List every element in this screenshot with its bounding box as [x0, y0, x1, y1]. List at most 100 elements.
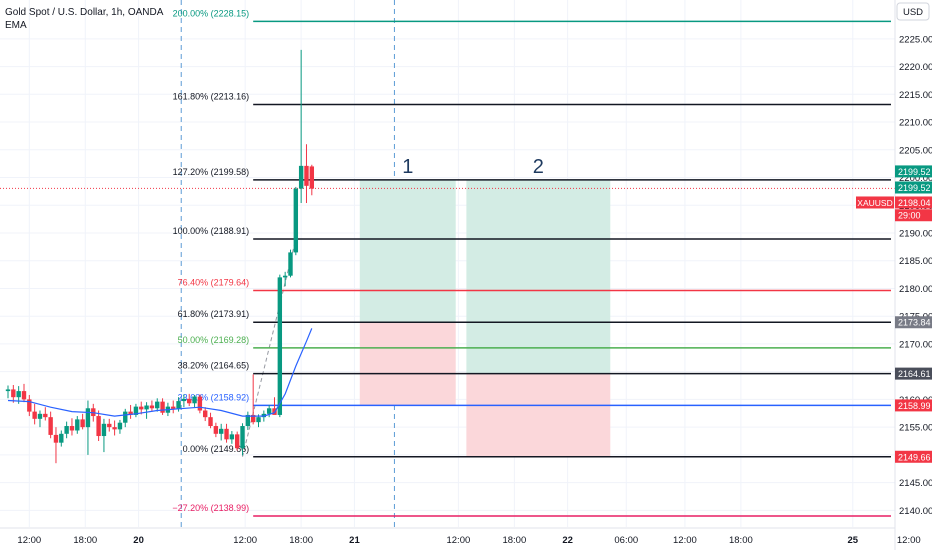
time-tick-label: 12:00	[446, 535, 470, 546]
price-tag-text: 2164.61	[898, 369, 931, 379]
price-tag-bg	[895, 209, 932, 222]
candle-body	[282, 275, 288, 278]
candle-body	[144, 405, 149, 410]
time-tick-label: 22	[562, 535, 573, 546]
price-tick-label: 2215.00	[899, 90, 932, 101]
candle-body	[80, 419, 85, 428]
price-tag-bg	[895, 181, 932, 194]
candle-body	[192, 396, 197, 404]
candle-body	[176, 401, 181, 409]
candle-body	[293, 188, 299, 253]
price-tick-label: 2220.00	[899, 62, 932, 73]
candle-body	[48, 417, 53, 435]
candle-body	[69, 426, 75, 431]
time-tick-label: 18:00	[502, 535, 526, 546]
price-tick-label: 2185.00	[899, 256, 932, 267]
candle-body	[277, 277, 283, 415]
fib-label: 0.00% (2149.66)	[183, 444, 250, 454]
candle-body	[64, 426, 69, 434]
time-tick-label: 18:00	[729, 535, 753, 546]
price-tag-text: 2158.99	[898, 401, 931, 411]
candle-body	[85, 408, 91, 428]
candle-body	[160, 401, 165, 413]
time-tick-label: 18:00	[73, 535, 97, 546]
time-tick-label: 12:00	[897, 535, 921, 546]
candle-body	[43, 413, 48, 418]
candle-body	[197, 396, 203, 411]
position-label-2: 2	[533, 156, 544, 178]
chart-legend: Gold Spot / U.S. Dollar, 1h, OANDA EMA	[5, 6, 163, 32]
fib-label: 38.20% (2164.65)	[178, 361, 250, 371]
time-tick-label: 12:00	[233, 535, 257, 546]
price-tick-label: 2140.00	[899, 506, 932, 517]
fib-label: 61.80% (2173.91)	[178, 309, 250, 319]
price-tag-bg	[895, 316, 932, 329]
price-tick-label: 2190.00	[899, 228, 932, 239]
candle-body	[117, 422, 123, 430]
fib-label: 50.00% (2169.28)	[178, 335, 250, 345]
candle-body	[219, 428, 224, 434]
profit-zone-1	[359, 179, 456, 323]
candle-body	[304, 165, 309, 186]
currency-button[interactable]: USD	[896, 2, 930, 21]
currency-button-label: USD	[903, 7, 923, 18]
time-tick-label: 12:00	[17, 535, 41, 546]
candle-body	[128, 411, 133, 415]
time-axis[interactable]: 12:00 18:00 20 12:00 18:00 21 12:00 18:00 22 06:0…	[0, 527, 932, 546]
ema-path	[7, 328, 313, 417]
fib-label: 76.40% (2179.64)	[178, 277, 250, 287]
candle-body	[21, 391, 27, 400]
symbol-title[interactable]: Gold Spot / U.S. Dollar, 1h, OANDA	[5, 7, 164, 18]
price-tick-label: 2155.00	[899, 423, 932, 434]
price-axis-bg	[895, 0, 932, 550]
candle-body	[250, 414, 256, 423]
candle-body	[59, 433, 64, 443]
price-tag-bg	[895, 165, 932, 178]
time-tick-label: 25	[848, 535, 859, 546]
price-axis[interactable]: 2140.002145.002150.002155.002160.002165.…	[894, 0, 932, 550]
price-tick-label: 2225.00	[899, 34, 932, 45]
candle-body	[213, 426, 219, 434]
candle-body	[11, 389, 16, 398]
candle-body	[53, 434, 59, 443]
indicator-label[interactable]: EMA	[5, 20, 27, 31]
candle-body	[208, 417, 213, 427]
currency-button-box	[896, 2, 930, 21]
time-tick-label: 06:00	[614, 535, 638, 546]
candle-body	[133, 406, 139, 415]
time-tick-label: 12:00	[673, 535, 697, 546]
price-tag-bg	[895, 399, 932, 412]
candles	[5, 49, 315, 464]
profit-zone-2	[466, 179, 611, 374]
candle-body	[256, 417, 261, 423]
grid	[0, 0, 910, 527]
candle-body	[27, 399, 32, 412]
candle-body	[139, 406, 144, 410]
fib-label: −27.20% (2138.99)	[172, 503, 249, 513]
time-tick-label: 20	[133, 535, 144, 546]
price-tag-text: 2199.52	[898, 167, 931, 177]
candle-body	[123, 411, 128, 423]
time-tick-label: 18:00	[289, 535, 313, 546]
candle-body	[309, 166, 315, 189]
price-tick-label: 2145.00	[899, 478, 932, 489]
candle-body	[187, 398, 192, 404]
candle-body	[288, 252, 293, 276]
price-tag-text: 2173.84	[898, 318, 931, 328]
symbol-tag-text: XAUUSD	[857, 198, 892, 208]
fib-label: 127.20% (2199.58)	[173, 167, 250, 177]
candle-body	[298, 165, 304, 189]
candle-body	[171, 406, 176, 409]
fib-label: 23.60% (2158.92)	[178, 392, 250, 402]
loss-zone-1	[359, 322, 456, 406]
candle-body	[96, 416, 101, 437]
price-tick-label: 2180.00	[899, 284, 932, 295]
price-tick-label: 2210.00	[899, 118, 932, 129]
candle-body	[16, 391, 21, 398]
symbol-tag-bg	[856, 196, 894, 209]
position-label-1: 1	[402, 156, 413, 178]
ema-line	[7, 328, 313, 417]
price-tick-label: 2205.00	[899, 145, 932, 156]
